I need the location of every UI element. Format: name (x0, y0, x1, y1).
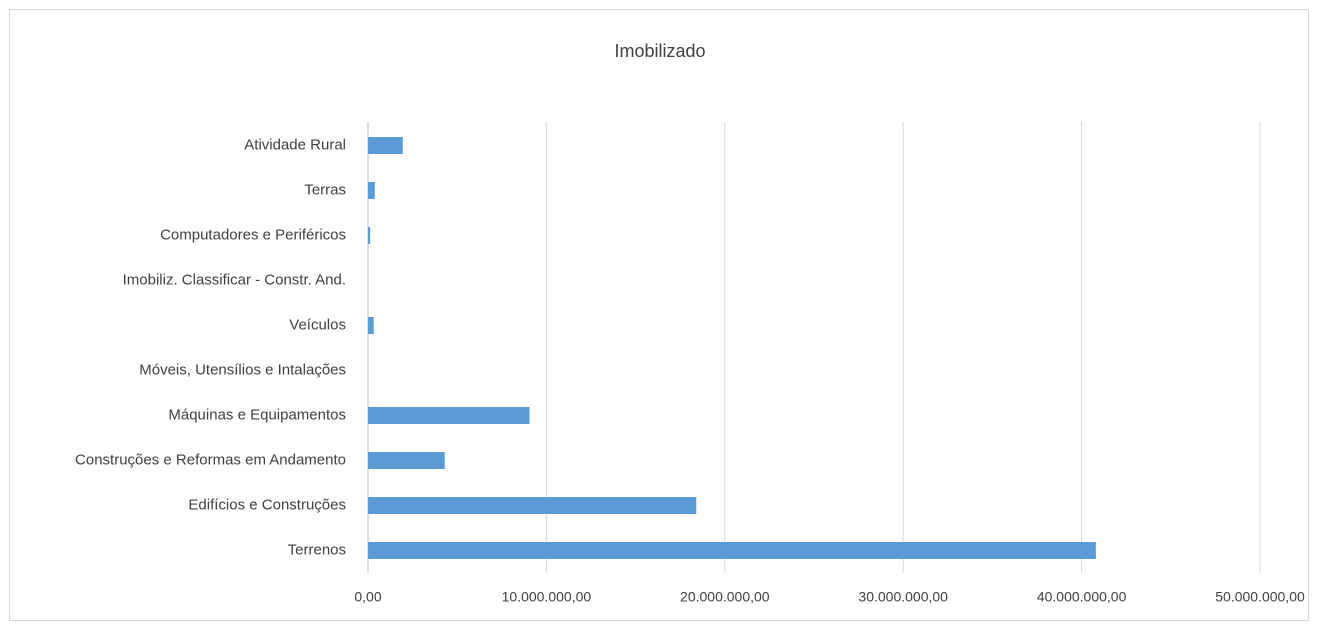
x-tick-label-1: 10.000.000,00 (502, 589, 592, 605)
category-label-8: Edifícios e Construções (188, 496, 346, 513)
bar-4 (368, 317, 374, 334)
bar-7 (368, 452, 445, 469)
bar-0 (368, 137, 403, 154)
x-tick-label-0: 0,00 (354, 589, 381, 605)
bar-8 (368, 497, 697, 514)
chart-title: Imobilizado (614, 41, 706, 61)
bar-chart-plot: Atividade Rural Terras Computadores e Peri… (75, 122, 1305, 605)
chart-frame: Imobilizado Atividade Rural Terras Computa… (9, 9, 1309, 621)
category-label-9: Terrenos (288, 541, 346, 558)
category-label-2: Computadores e Periféricos (160, 226, 346, 243)
bar-2 (368, 227, 371, 244)
x-tick-label-3: 30.000.000,00 (858, 589, 948, 605)
category-label-3: Imobiliz. Classificar - Constr. And. (123, 271, 346, 288)
category-label-5: Móveis, Utensílios e Intalações (139, 361, 346, 378)
category-label-1: Terras (304, 181, 346, 198)
category-label-0: Atividade Rural (244, 136, 346, 153)
bar-1 (368, 182, 375, 199)
category-label-6: Máquinas e Equipamentos (168, 406, 346, 423)
bar-6 (368, 407, 530, 424)
bar-9 (368, 542, 1096, 559)
x-tick-label-5: 50.000.000,00 (1215, 589, 1305, 605)
category-label-4: Veículos (289, 316, 346, 333)
x-tick-label-4: 40.000.000,00 (1037, 589, 1127, 605)
x-tick-label-2: 20.000.000,00 (680, 589, 770, 605)
category-label-7: Construções e Reformas em Andamento (75, 451, 346, 468)
